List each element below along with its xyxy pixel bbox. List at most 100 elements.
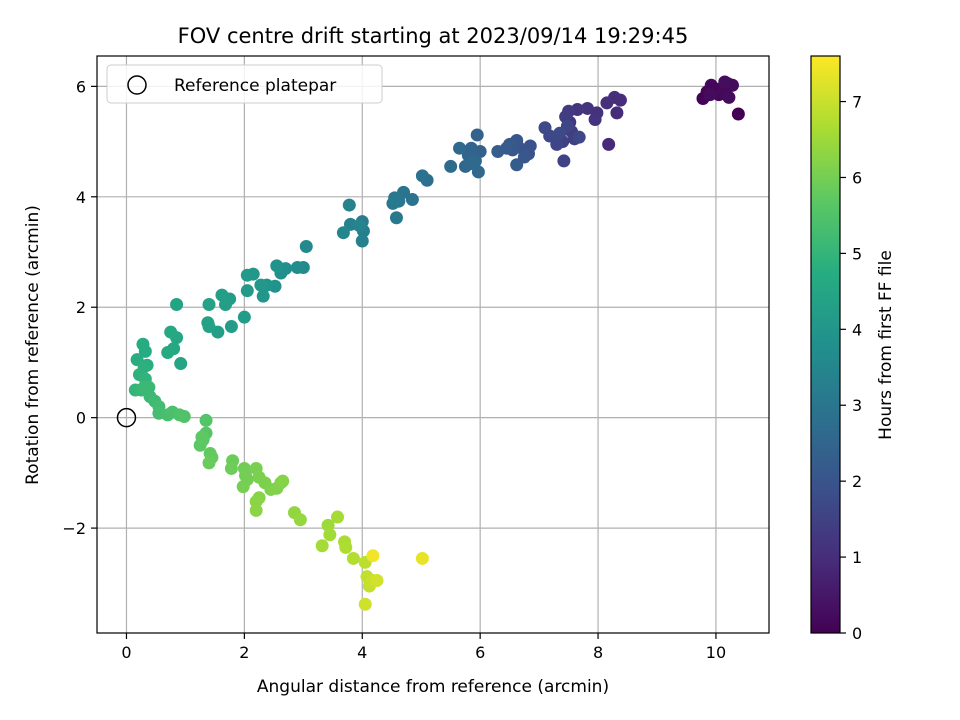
legend-hollow-circle-icon [127,75,147,95]
x-tick-label: 10 [706,643,726,662]
legend: Reference platepar [106,64,383,104]
data-point [164,325,178,339]
data-point [240,284,254,298]
data-point [517,150,531,164]
data-point [588,112,602,126]
data-point [557,154,571,168]
data-point [355,234,369,248]
data-point [352,219,366,233]
data-point [299,239,313,253]
data-point [201,316,215,330]
data-point [170,297,184,311]
y-tick-label: 0 [76,409,86,428]
data-point [315,539,329,553]
plot-frame [96,55,770,634]
data-point [553,126,567,140]
y-tick-label: 2 [76,298,86,317]
x-axis-label: Angular distance from reference (arcmin) [257,677,609,697]
data-point [415,169,429,183]
data-point [602,137,616,151]
colorbar-ticks: 0 1 2 3 4 5 6 7 [840,93,862,643]
data-point [342,198,356,212]
data-point [538,121,552,135]
data-point [290,260,304,274]
reference-platepar-marker [116,407,137,428]
x-tick-label: 8 [593,643,603,662]
colorbar-tick-label: 5 [852,244,862,263]
data-point [195,430,209,444]
data-point [600,96,614,110]
y-axis-label: Rotation from reference (arcmin) [23,205,43,485]
data-point [256,289,270,303]
data-point [405,193,419,207]
colorbar-tick-label: 0 [852,624,862,643]
colorbar-tick-label: 6 [852,168,862,187]
x-tick-label: 4 [357,643,367,662]
data-point [722,90,736,104]
data-point [270,259,284,273]
legend-box [106,64,383,104]
data-point [177,410,191,424]
data-point [718,75,732,89]
data-point [202,297,216,311]
data-point [610,106,624,120]
colorbar-tick-label: 2 [852,472,862,491]
x-axis-ticks: 0 2 4 6 8 10 [121,633,726,662]
x-tick-label: 2 [239,643,249,662]
data-point [389,211,403,225]
colorbar-tick-label: 7 [852,93,862,112]
data-point [224,461,238,475]
x-tick-label: 6 [475,643,485,662]
colorbar-tick-label: 3 [852,396,862,415]
y-axis-ticks: −2 0 2 4 6 [62,77,97,538]
data-point [366,549,380,563]
y-tick-label: −2 [62,519,86,538]
legend-entry-label: Reference platepar [174,76,336,96]
data-point [293,513,307,527]
data-point [491,145,505,159]
data-point [202,456,216,470]
colorbar-tick-label: 1 [852,548,862,567]
data-point [470,128,484,142]
data-point [336,226,350,240]
data-point [199,413,213,427]
data-point [386,196,400,210]
data-point [358,597,372,611]
colorbar-gradient [810,55,841,634]
colorbar-label: Hours from first FF file [876,250,896,440]
data-point [346,551,360,565]
data-point [323,528,337,542]
data-point [415,551,429,565]
y-tick-label: 6 [76,77,86,96]
data-point [174,357,188,371]
data-points [128,75,745,611]
data-point [237,310,251,324]
data-point [331,510,345,524]
data-point [731,107,745,121]
data-point [370,574,384,588]
data-point [249,503,263,517]
data-point [339,540,353,554]
data-point [224,320,238,334]
data-point [137,380,151,394]
data-point [240,268,254,282]
data-point [703,88,717,102]
data-point [254,278,268,292]
data-point [580,101,594,115]
plot-area: 0 2 4 6 8 10 −2 0 2 4 6 [62,55,770,662]
colorbar-tick-label: 4 [852,320,862,339]
data-point [453,141,467,155]
data-point [276,474,290,488]
data-point [444,159,458,173]
y-tick-label: 4 [76,188,86,207]
data-point [464,157,478,171]
colorbar: 0 1 2 3 4 5 6 7 Hours from first FF file [810,55,896,643]
data-point [572,130,586,144]
data-point [215,288,229,302]
data-point [236,480,250,494]
x-tick-label: 0 [121,643,131,662]
data-point [161,346,175,360]
chart-title: FOV centre drift starting at 2023/09/14 … [178,24,689,48]
data-point [136,337,150,351]
